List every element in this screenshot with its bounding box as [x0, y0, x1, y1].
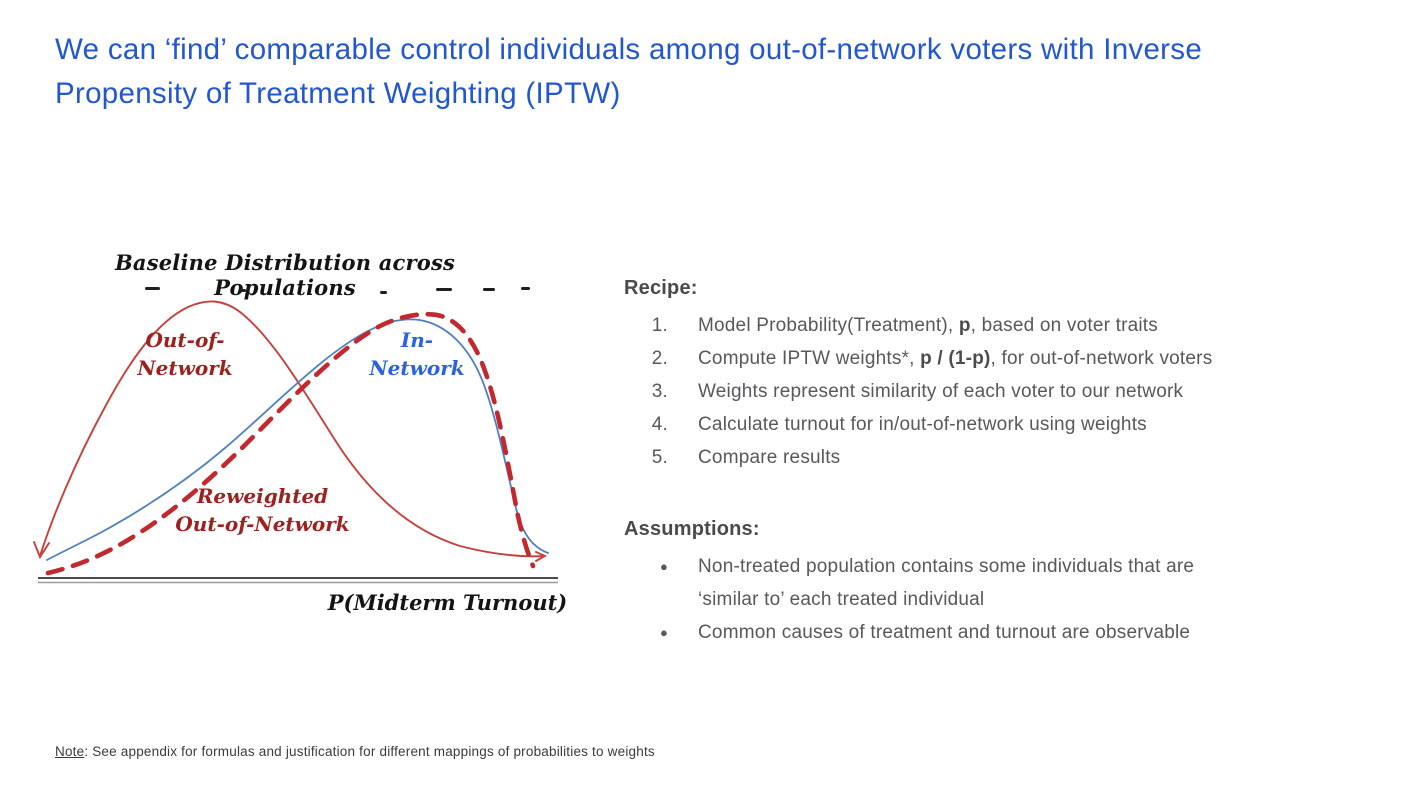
- footnote-label: Note: [55, 744, 85, 759]
- crossed-out-text-artifact: [483, 288, 495, 291]
- out-of-network-curve-arrowhead: [535, 551, 548, 562]
- recipe-item-text: Model Probability(Treatment), p, based o…: [698, 315, 1158, 336]
- recipe-item: 1. Model Probability(Treatment), p, based…: [624, 309, 1411, 342]
- recipe-item: 5. Compare results: [624, 441, 1411, 474]
- bullet-icon: ●: [659, 559, 668, 574]
- recipe-item-number: 4.: [651, 414, 668, 435]
- recipe-item-text: Compute IPTW weights*, p / (1-p), for ou…: [698, 348, 1213, 369]
- distribution-curves: [33, 300, 558, 584]
- in-network-label: In- Network: [369, 328, 465, 380]
- recipe-item: 3. Weights represent similarity of each v…: [624, 375, 1411, 408]
- recipe-heading: Recipe:: [624, 277, 698, 299]
- chart-title: Baseline Distribution across Populations: [114, 250, 456, 300]
- crossed-out-text-artifact: [240, 289, 246, 292]
- footnote: Note: See appendix for formulas and just…: [55, 744, 655, 759]
- reweighted-out-of-network-curve: [45, 311, 536, 576]
- assumption-item: ● Common causes of treatment and turnout …: [624, 616, 1411, 649]
- out-of-network-label: Out-of- Network: [137, 328, 233, 380]
- crossed-out-text-artifact: [521, 287, 530, 290]
- bullet-icon: ●: [659, 625, 668, 640]
- out-of-network-curve: [39, 300, 545, 558]
- recipe-item-text: Calculate turnout for in/out-of-network …: [698, 414, 1147, 435]
- right-column: Recipe: 1. Model Probability(Treatment), …: [624, 277, 1411, 649]
- recipe-item: 4. Calculate turnout for in/out-of-networ…: [624, 408, 1411, 441]
- assumptions-section: Assumptions: ● Non-treated population con…: [624, 518, 1411, 649]
- assumption-item: ● Non-treated population contains some in…: [624, 550, 1411, 616]
- baseline-distribution-chart: Baseline Distribution across Populations…: [0, 240, 600, 660]
- recipe-list: 1. Model Probability(Treatment), p, based…: [624, 309, 1411, 474]
- recipe-item-number: 5.: [651, 447, 668, 468]
- assumption-item-text: Non-treated population contains some ind…: [698, 556, 1195, 610]
- slide-title: We can ‘find’ comparable control individ…: [55, 33, 1203, 110]
- recipe-item-text: Weights represent similarity of each vot…: [698, 381, 1184, 402]
- recipe-item-number: 2.: [651, 348, 668, 369]
- chart-x-axis-label: P(Midterm Turnout): [327, 590, 568, 615]
- recipe-item-text: Compare results: [698, 447, 841, 468]
- crossed-out-text-artifact: [436, 288, 452, 291]
- out-of-network-curve-start-tick: [33, 541, 50, 560]
- reweighted-label: Reweighted Out-of-Network: [175, 484, 350, 536]
- footnote-text: : See appendix for formulas and justific…: [84, 744, 655, 759]
- crossed-out-text-artifact: [145, 287, 160, 290]
- assumptions-list: ● Non-treated population contains some in…: [624, 550, 1411, 649]
- assumption-item-text: Common causes of treatment and turnout a…: [698, 622, 1191, 643]
- recipe-item-number: 1.: [651, 315, 668, 336]
- crossed-out-text-artifact: [380, 291, 387, 294]
- recipe-item-number: 3.: [651, 381, 668, 402]
- recipe-item: 2. Compute IPTW weights*, p / (1-p), for …: [624, 342, 1411, 375]
- assumptions-heading: Assumptions:: [624, 518, 760, 540]
